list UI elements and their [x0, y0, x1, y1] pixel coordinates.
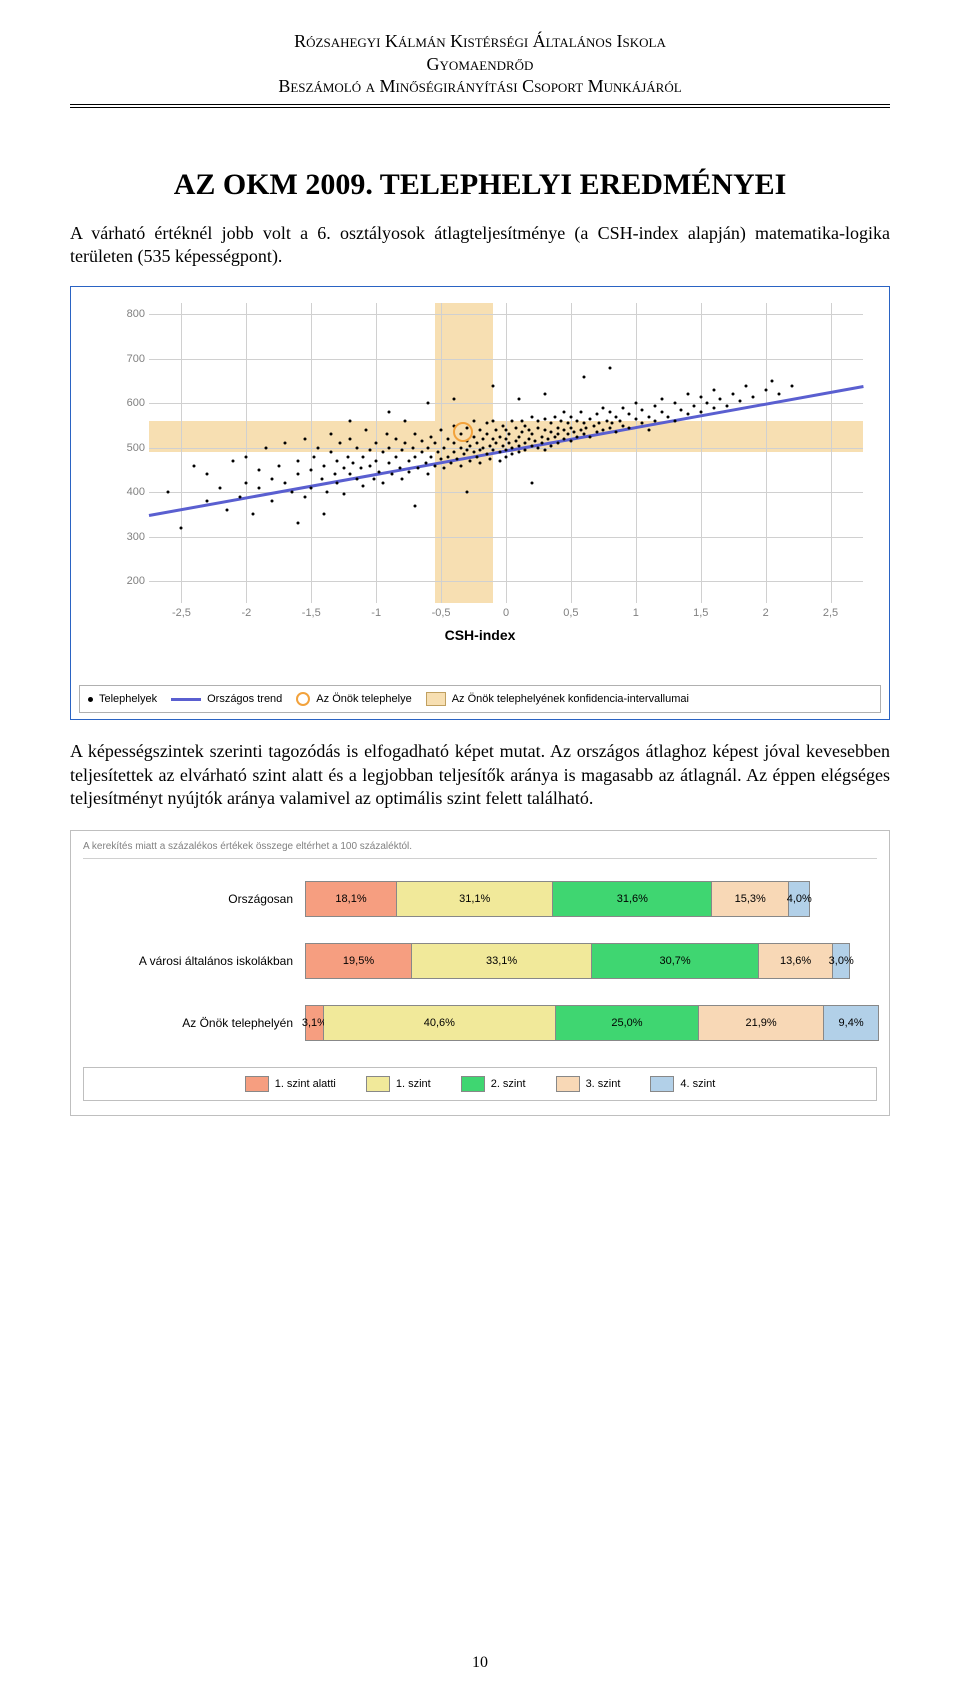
- y-tick-label: 200: [119, 575, 145, 587]
- page-header: Rózsahegyi Kálmán Kistérségi Általános I…: [70, 30, 890, 98]
- header-line-1: Rózsahegyi Kálmán Kistérségi Általános I…: [70, 30, 890, 53]
- stacked-segment: 25,0%: [556, 1006, 699, 1040]
- stacked-row-label: A városi általános iskolákban: [83, 954, 305, 968]
- page-number: 10: [472, 1654, 488, 1672]
- stacked-row-label: Az Önök telephelyén: [83, 1016, 305, 1030]
- stacked-segment: 4,0%: [789, 882, 809, 916]
- stacked-legend-item: 2. szint: [461, 1076, 526, 1092]
- header-rule: [70, 104, 890, 105]
- x-tick-label: -2: [241, 607, 251, 619]
- scatter-chart-area: Standardizált képességpont 2003004005006…: [79, 293, 881, 673]
- legend-item-confidence: Az Önök telephelyének konfidencia-interv…: [426, 692, 689, 706]
- y-tick-label: 600: [119, 397, 145, 409]
- stacked-legend-item: 1. szint alatti: [245, 1076, 336, 1092]
- stacked-segment: 31,6%: [553, 882, 712, 916]
- legend-item-your-site: Az Önök telephelye: [296, 692, 411, 706]
- stacked-row: Az Önök telephelyén3,1%40,6%25,0%21,9%9,…: [83, 1005, 877, 1041]
- stacked-segment: 31,1%: [397, 882, 553, 916]
- x-tick-label: 2: [763, 607, 769, 619]
- scatter-plot-region: [149, 303, 863, 603]
- stacked-segment: 3,1%: [306, 1006, 324, 1040]
- legend-item-trend: Országos trend: [171, 693, 282, 705]
- header-line-2: Gyomaendrőd: [70, 53, 890, 76]
- stacked-segment: 15,3%: [712, 882, 789, 916]
- scatter-legend: Telephelyek Országos trend Az Önök telep…: [79, 685, 881, 713]
- header-line-3: Beszámoló a Minőségirányítási Csoport Mu…: [70, 75, 890, 98]
- x-tick-label: -2,5: [172, 607, 191, 619]
- stacked-segment: 13,6%: [759, 944, 833, 978]
- stacked-row-label: Országosan: [83, 892, 305, 906]
- stacked-segment: 33,1%: [412, 944, 592, 978]
- x-tick-label: -1,5: [302, 607, 321, 619]
- paragraph-2: A képességszintek szerinti tagozódás is …: [70, 740, 890, 810]
- stacked-segment: 3,0%: [833, 944, 849, 978]
- stacked-legend-item: 3. szint: [556, 1076, 621, 1092]
- stacked-segment: 9,4%: [824, 1006, 878, 1040]
- scatter-chart: Standardizált képességpont 2003004005006…: [70, 286, 890, 720]
- stacked-legend-item: 1. szint: [366, 1076, 431, 1092]
- y-tick-label: 400: [119, 486, 145, 498]
- x-tick-label: 2,5: [823, 607, 838, 619]
- stacked-segment: 19,5%: [306, 944, 412, 978]
- header-rule-2: [70, 107, 890, 108]
- stacked-rows: Országosan18,1%31,1%31,6%15,3%4,0% A váro…: [83, 881, 877, 1041]
- y-tick-label: 700: [119, 353, 145, 365]
- stacked-row: Országosan18,1%31,1%31,6%15,3%4,0%: [83, 881, 877, 917]
- paragraph-1: A várható értéknél jobb volt a 6. osztál…: [70, 222, 890, 269]
- stacked-segment: 18,1%: [306, 882, 397, 916]
- x-tick-label: -1: [371, 607, 381, 619]
- stacked-legend: 1. szint alatti 1. szint 2. szint 3. szint 4…: [83, 1067, 877, 1101]
- stacked-bar: 19,5%33,1%30,7%13,6%3,0%: [305, 943, 850, 979]
- stacked-legend-item: 4. szint: [650, 1076, 715, 1092]
- y-tick-label: 500: [119, 442, 145, 454]
- legend-item-sites: Telephelyek: [88, 693, 157, 705]
- stacked-bar: 18,1%31,1%31,6%15,3%4,0%: [305, 881, 810, 917]
- stacked-bar-chart: A kerekítés miatt a százalékos értékek ö…: [70, 830, 890, 1116]
- stacked-segment: 30,7%: [592, 944, 759, 978]
- x-tick-label: -0,5: [432, 607, 451, 619]
- stacked-bar: 3,1%40,6%25,0%21,9%9,4%: [305, 1005, 879, 1041]
- y-tick-label: 800: [119, 308, 145, 320]
- stacked-note: A kerekítés miatt a százalékos értékek ö…: [83, 841, 877, 859]
- stacked-segment: 21,9%: [699, 1006, 824, 1040]
- section-title: AZ OKM 2009. TELEPHELYI EREDMÉNYEI: [70, 168, 890, 202]
- your-site-marker: [453, 422, 473, 442]
- x-axis-title: CSH-index: [445, 627, 516, 643]
- x-tick-label: 1: [633, 607, 639, 619]
- x-tick-label: 1,5: [693, 607, 708, 619]
- x-tick-label: 0,5: [563, 607, 578, 619]
- y-tick-label: 300: [119, 531, 145, 543]
- stacked-row: A városi általános iskolákban19,5%33,1%3…: [83, 943, 877, 979]
- x-tick-label: 0: [503, 607, 509, 619]
- stacked-segment: 40,6%: [324, 1006, 556, 1040]
